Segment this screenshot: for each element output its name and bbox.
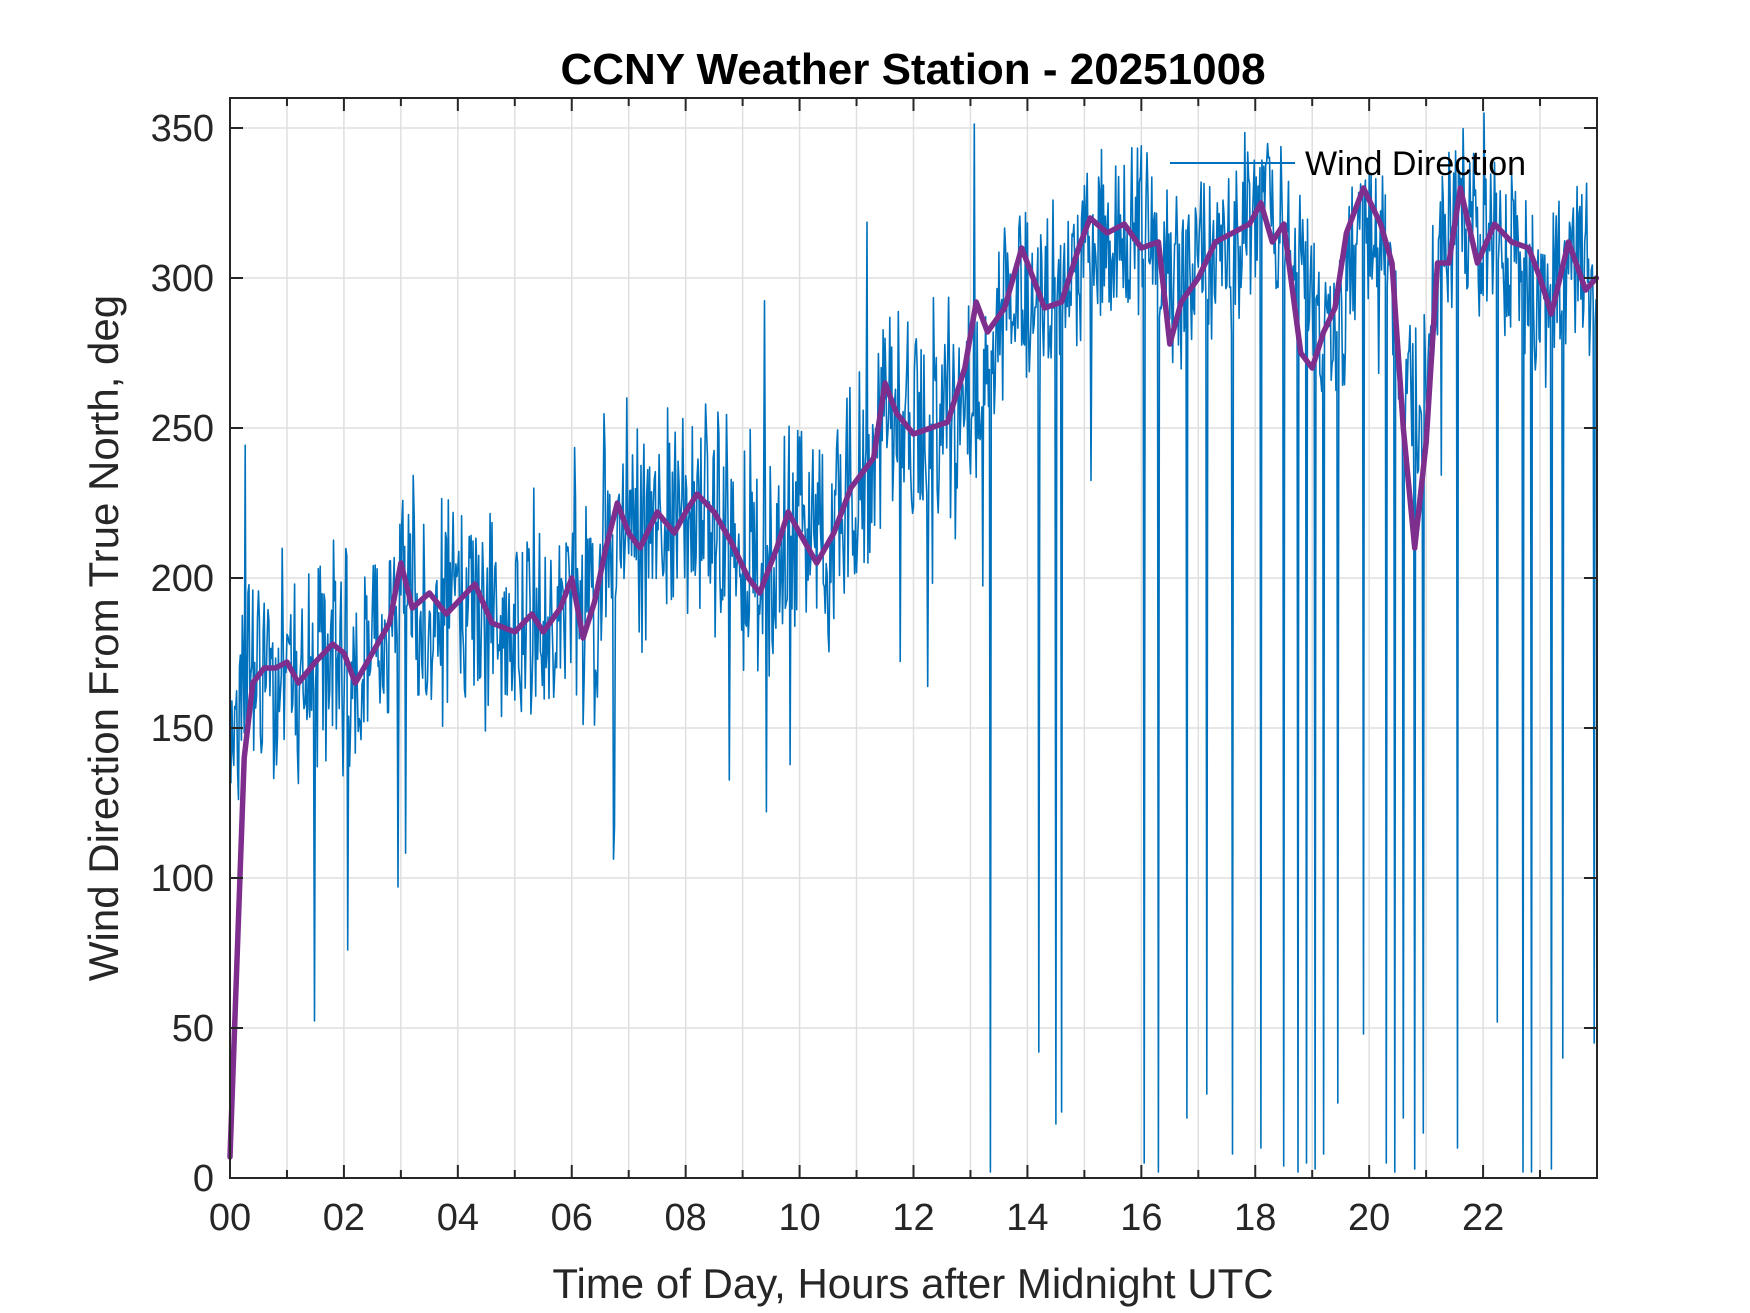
y-tick-label: 200 xyxy=(151,558,214,600)
x-tick-label: 16 xyxy=(1120,1197,1162,1239)
x-tick-label: 10 xyxy=(778,1197,820,1239)
legend-label-wind-direction: Wind Direction xyxy=(1305,145,1526,183)
y-tick-label: 0 xyxy=(193,1158,214,1200)
y-tick-label: 250 xyxy=(151,408,214,450)
y-tick-label: 100 xyxy=(151,858,214,900)
x-tick-label: 12 xyxy=(892,1197,934,1239)
axis-ticks: 00 02 04 06 08 10 12 14 16 18 20 22 0 50 100 150 200 250 3… xyxy=(151,98,1597,1239)
x-tick-label: 00 xyxy=(209,1197,251,1239)
x-tick-label: 06 xyxy=(551,1197,593,1239)
y-tick-label: 350 xyxy=(151,108,214,150)
x-tick-label: 22 xyxy=(1462,1197,1504,1239)
y-axis-label: Wind Direction From True North, deg xyxy=(80,295,127,981)
y-tick-label: 150 xyxy=(151,708,214,750)
series-wind-direction-line xyxy=(229,112,1597,1173)
x-tick-label: 02 xyxy=(323,1197,365,1239)
series-layer xyxy=(227,112,1600,1173)
chart-title: CCNY Weather Station - 20251008 xyxy=(560,45,1265,94)
y-tick-label: 300 xyxy=(151,258,214,300)
x-tick-label: 04 xyxy=(437,1197,479,1239)
x-tick-label: 18 xyxy=(1234,1197,1276,1239)
y-tick-label: 50 xyxy=(172,1008,214,1050)
legend: Wind Direction xyxy=(1170,145,1526,183)
x-axis-label: Time of Day, Hours after Midnight UTC xyxy=(552,1260,1273,1307)
series-moving-average-line xyxy=(227,185,1600,1160)
x-tick-label: 20 xyxy=(1348,1197,1390,1239)
x-tick-label: 08 xyxy=(665,1197,707,1239)
grid-lines xyxy=(230,98,1597,1178)
x-tick-label: 14 xyxy=(1006,1197,1048,1239)
